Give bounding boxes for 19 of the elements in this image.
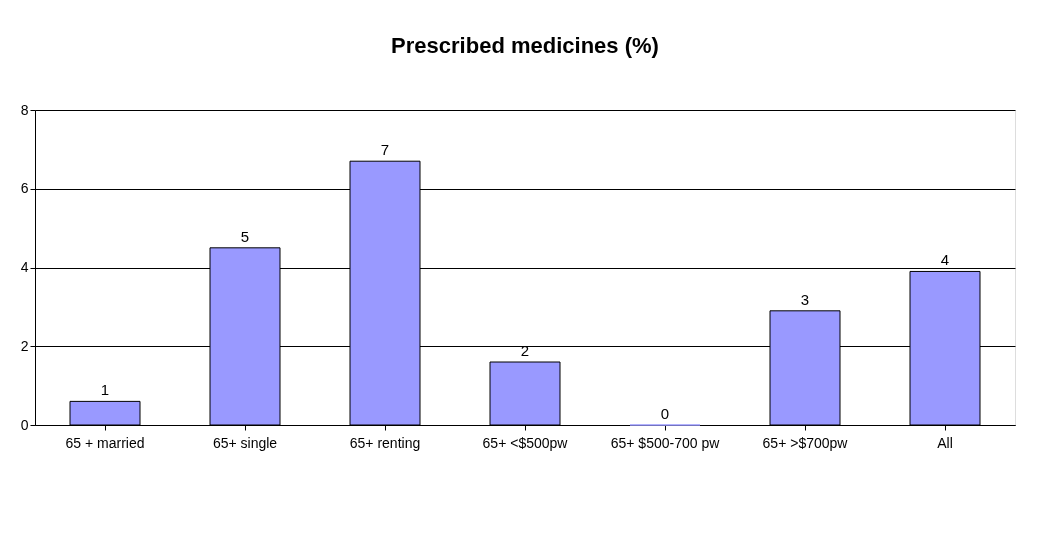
- data-label: 1: [100, 381, 110, 399]
- data-label: 0: [660, 405, 670, 422]
- data-label: 7: [380, 141, 390, 159]
- chart-title: Prescribed medicines (%): [391, 33, 659, 58]
- x-tick-label: 65+ >$700pw: [762, 434, 849, 451]
- data-label: 5: [240, 227, 250, 245]
- y-tick-label: 2: [20, 337, 29, 354]
- data-label: 4: [940, 251, 950, 269]
- x-tick-label: All: [937, 434, 953, 451]
- y-tick-label: 8: [20, 101, 29, 118]
- x-tick-label: 65 + married: [65, 434, 145, 451]
- y-tick-label: 4: [20, 259, 29, 275]
- x-tick-label: 65+ single: [212, 434, 278, 451]
- x-tick-label: 65+ <$500pw: [482, 434, 569, 451]
- y-tick-label: 6: [20, 180, 29, 197]
- data-label: 3: [800, 290, 810, 308]
- x-tick-label: 65+ renting: [349, 434, 421, 451]
- y-tick-label: 0: [20, 416, 29, 433]
- x-tick-label: 65+ $500-700 pw: [610, 434, 721, 451]
